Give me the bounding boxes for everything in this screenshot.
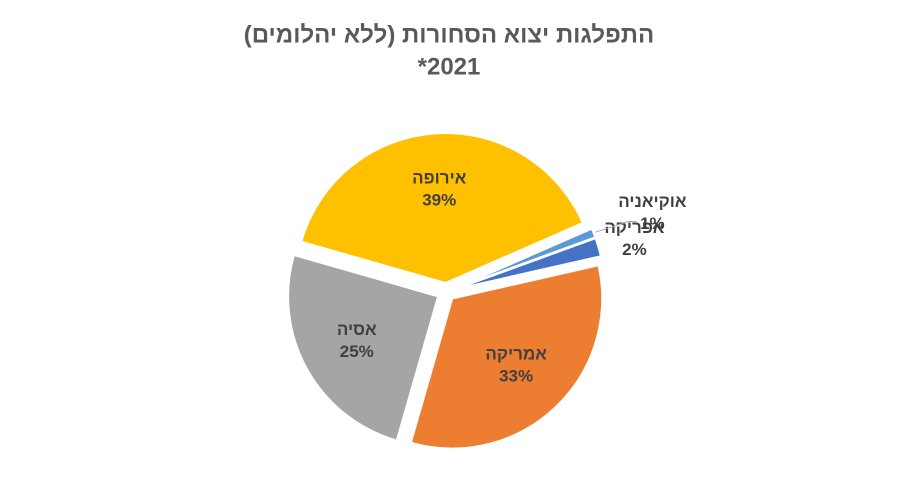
data-label-name: אמריקה bbox=[485, 345, 547, 364]
data-label-value: 2% bbox=[622, 240, 647, 259]
pie-slice bbox=[453, 227, 597, 290]
pie-slice bbox=[299, 132, 585, 285]
data-label-value: 33% bbox=[499, 367, 533, 386]
pie-slice bbox=[287, 253, 440, 442]
pie-slice bbox=[409, 264, 604, 450]
chart-title: התפלגות יצוא הסחורות (ללא יהלומים) bbox=[244, 21, 655, 48]
chart-subtitle: 2021* bbox=[418, 53, 481, 80]
data-label-name: אפריקה bbox=[604, 218, 665, 237]
data-label-name: אירופה bbox=[412, 169, 467, 188]
leader-line bbox=[595, 220, 637, 233]
data-label-name: אוקיאניה bbox=[618, 192, 687, 211]
data-label-name: אסיה bbox=[337, 320, 377, 339]
data-label-value: 39% bbox=[422, 191, 456, 210]
data-label-value: 25% bbox=[340, 342, 374, 361]
data-label-value: 1% bbox=[640, 214, 665, 233]
